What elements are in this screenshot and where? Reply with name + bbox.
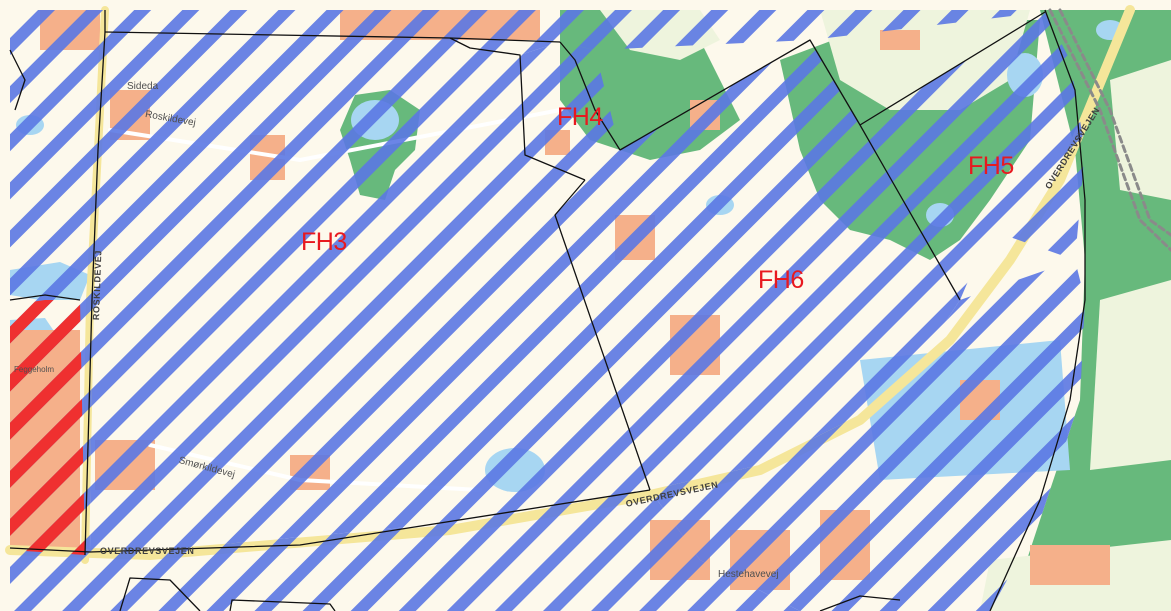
road-label-hestehavevej: Hestehavevej bbox=[718, 569, 779, 580]
zone-fh5-area[interactable] bbox=[860, 12, 1085, 300]
zone-label-fh3: FH3 bbox=[301, 228, 347, 256]
zoning-hatch-blue bbox=[10, 10, 1085, 611]
zone-label-fh5: FH5 bbox=[968, 152, 1014, 180]
zone-fh6-area[interactable] bbox=[555, 40, 960, 490]
road-label-overdrevsvejen-sw: OVERDREVSVEJEN bbox=[100, 546, 195, 556]
place-label-feggeholm: Feggeholm bbox=[14, 365, 55, 374]
zone-red-area[interactable] bbox=[10, 300, 85, 555]
zone-label-fh4: FH4 bbox=[557, 103, 603, 131]
road-label-stub: Sideda bbox=[127, 81, 159, 92]
zone-east-area[interactable] bbox=[650, 260, 1085, 611]
zone-boundaries bbox=[9, 9, 1086, 611]
zone-fh3-area[interactable] bbox=[90, 32, 650, 550]
zone-fh4-area[interactable] bbox=[520, 42, 620, 180]
zoning-hatch-red bbox=[10, 300, 85, 555]
zone-label-fh6: FH6 bbox=[758, 266, 804, 294]
zone-south-area[interactable] bbox=[10, 490, 800, 611]
